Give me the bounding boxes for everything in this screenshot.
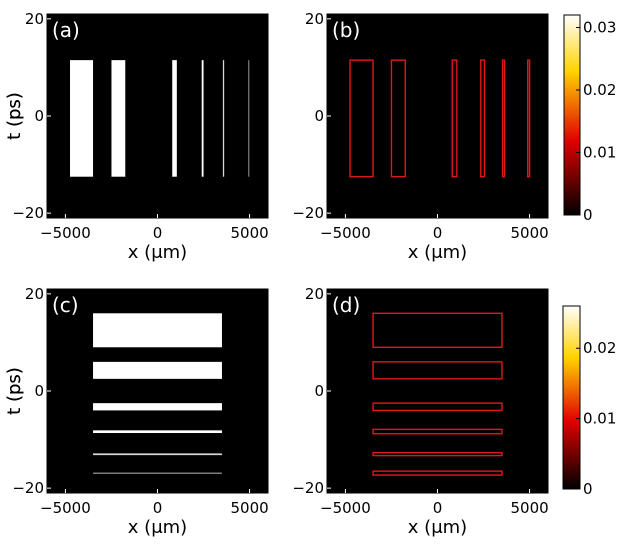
intensity-bar <box>201 60 204 177</box>
y-tick-label: 20 <box>25 10 44 28</box>
y-axis-label: t (ps) <box>4 92 25 140</box>
intensity-bar <box>70 60 94 177</box>
x-tick-label: 0 <box>153 499 163 517</box>
y-tick-label: −20 <box>292 479 324 497</box>
x-tick-label: −5000 <box>320 224 371 242</box>
panel-label: (a) <box>52 18 80 42</box>
intensity-bar <box>93 472 222 474</box>
x-tick-label: 0 <box>153 224 163 242</box>
y-tick-label: 0 <box>34 107 44 125</box>
panel-d <box>326 288 581 494</box>
intensity-bar <box>93 403 222 411</box>
x-axis-label: x (μm) <box>408 517 467 538</box>
y-tick-label: −20 <box>12 479 44 497</box>
panel-c <box>46 288 269 494</box>
panel-label: (c) <box>52 293 79 317</box>
y-axis-label: t (ps) <box>4 367 25 415</box>
y-axis-label: t (ps) <box>4 367 25 415</box>
edge-outline <box>527 59 531 178</box>
y-tick-label: 20 <box>305 10 324 28</box>
x-axis-label: x (μm) <box>128 242 187 263</box>
intensity-bar <box>93 430 222 434</box>
x-axis-label: x (μm) <box>128 517 187 538</box>
edge-outline <box>349 59 374 178</box>
y-tick-label: 0 <box>314 382 324 400</box>
edge-outline <box>372 470 503 476</box>
intensity-bar <box>93 361 222 379</box>
colorbar-tick-label: 0.03 <box>583 19 616 37</box>
intensity-bar <box>172 60 177 177</box>
x-tick-label: 0 <box>433 224 443 242</box>
edge-outline <box>372 428 503 435</box>
y-tick-label: 20 <box>25 285 44 303</box>
edge-outline <box>372 361 503 380</box>
y-tick-label: 20 <box>305 285 324 303</box>
y-tick-label: −20 <box>12 204 44 222</box>
edge-outline <box>501 59 506 178</box>
edge-outline <box>372 451 503 457</box>
y-tick-label: 0 <box>314 107 324 125</box>
plot-background <box>327 14 548 218</box>
colorbar-tick-label: 0.02 <box>583 339 616 357</box>
plot-background <box>327 289 548 493</box>
edge-outline <box>372 402 503 412</box>
x-tick-label: 5000 <box>230 499 268 517</box>
x-tick-label: −5000 <box>40 499 91 517</box>
panel-b <box>326 13 581 219</box>
panel-a <box>46 13 269 219</box>
colorbar-tick-label: 0.02 <box>583 81 616 99</box>
x-tick-label: 5000 <box>510 499 548 517</box>
y-tick-label: −20 <box>292 204 324 222</box>
edge-outline <box>480 59 486 178</box>
edge-outline <box>451 59 458 178</box>
x-axis-label: x (μm) <box>408 242 467 263</box>
colorbar <box>562 305 581 490</box>
intensity-bar <box>111 60 126 177</box>
x-tick-label: 5000 <box>230 224 268 242</box>
panel-label: (d) <box>332 293 360 317</box>
edge-outline <box>372 312 503 348</box>
x-tick-label: −5000 <box>40 224 91 242</box>
edge-outline <box>390 59 406 178</box>
y-tick-label: 0 <box>34 382 44 400</box>
colorbar-tick-label: 0 <box>583 206 593 224</box>
panel-label: (b) <box>332 18 360 42</box>
intensity-bar <box>222 60 225 177</box>
intensity-bar <box>248 60 250 177</box>
x-tick-label: −5000 <box>320 499 371 517</box>
intensity-bar <box>93 453 222 456</box>
intensity-bar <box>93 313 222 348</box>
x-tick-label: 0 <box>433 499 443 517</box>
x-tick-label: 5000 <box>510 224 548 242</box>
colorbar-tick-label: 0 <box>583 480 593 498</box>
y-axis-label: t (ps) <box>4 92 25 140</box>
colorbar-tick-label: 0.01 <box>583 410 616 428</box>
colorbar <box>563 14 581 216</box>
colorbar-tick-label: 0.01 <box>583 144 616 162</box>
